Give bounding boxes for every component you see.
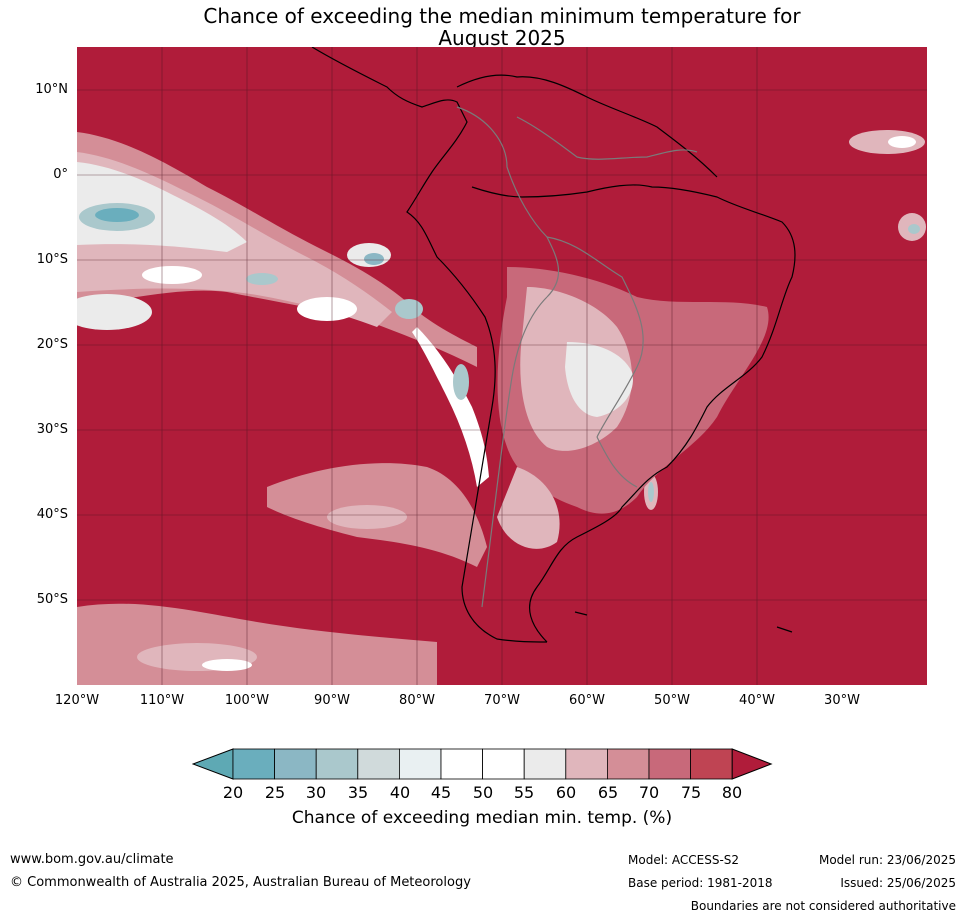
map-title: Chance of exceeding the median minimum t… <box>77 5 927 49</box>
base-period-text: Base period: 1981-2018 <box>628 876 773 890</box>
colorbar-segment <box>690 748 733 780</box>
colorbar-segment <box>606 748 650 780</box>
lon-label-70w: 70°W <box>484 693 520 708</box>
colorbar-segment <box>648 748 691 780</box>
lat-label-10s: 10°S <box>36 252 68 267</box>
colorbar-tick-55: 55 <box>513 783 535 802</box>
coastline <box>311 47 796 643</box>
country-borders <box>456 106 698 608</box>
colorbar-segment <box>565 748 608 780</box>
website-link[interactable]: www.bom.gov.au/climate <box>10 852 174 867</box>
disclaimer-text: Boundaries are not considered authoritat… <box>690 899 956 913</box>
lat-label-30s: 30°S <box>36 422 68 437</box>
chile-coast-low-band <box>412 327 489 487</box>
colorbar-extend-low <box>192 748 234 780</box>
colorbar-segment <box>232 748 275 780</box>
colorbar-tick-60: 60 <box>555 783 577 802</box>
lon-label-40w: 40°W <box>739 693 775 708</box>
lon-label-110w: 110°W <box>139 693 185 708</box>
lat-label-0: 0° <box>53 167 68 182</box>
colorbar-tick-30: 30 <box>305 783 327 802</box>
copyright-text: © Commonwealth of Australia 2025, Austra… <box>10 875 471 890</box>
colorbar-tick-75: 75 <box>680 783 702 802</box>
colorbar-segment <box>315 748 359 780</box>
colorbar-tick-45: 45 <box>430 783 452 802</box>
graticule <box>77 47 927 685</box>
colorbar-tick-65: 65 <box>597 783 619 802</box>
lat-label-20s: 20°S <box>36 337 68 352</box>
lat-label-10n: 10°N <box>35 82 68 97</box>
lat-label-50s: 50°S <box>36 592 68 607</box>
colorbar-tick-50: 50 <box>472 783 494 802</box>
colorbar-title: Chance of exceeding median min. temp. (%… <box>291 808 673 828</box>
colorbar-segment <box>482 748 525 780</box>
colorbar-tick-70: 70 <box>638 783 660 802</box>
lon-label-60w: 60°W <box>569 693 605 708</box>
colorbar-tick-20: 20 <box>222 783 244 802</box>
colorbar-extend-high <box>731 748 773 780</box>
colorbar-tick-40: 40 <box>389 783 411 802</box>
model-text: Model: ACCESS-S2 <box>628 853 740 867</box>
colorbar-segment <box>440 748 483 780</box>
lon-label-100w: 100°W <box>224 693 270 708</box>
colorbar-segment <box>357 748 400 780</box>
lon-label-30w: 30°W <box>824 693 860 708</box>
colorbar-segment <box>274 748 317 780</box>
colorbar-tick-35: 35 <box>347 783 369 802</box>
atlantic-blob-north <box>849 130 925 154</box>
lon-label-80w: 80°W <box>399 693 435 708</box>
colorbar-segment <box>523 748 567 780</box>
issued-text: Issued: 25/06/2025 <box>840 876 956 890</box>
map-title-line1: Chance of exceeding the median minimum t… <box>203 4 801 28</box>
lat-label-40s: 40°S <box>36 507 68 522</box>
lon-label-120w: 120°W <box>54 693 100 708</box>
lon-label-50w: 50°W <box>654 693 690 708</box>
lon-label-90w: 90°W <box>314 693 350 708</box>
colorbar-tick-25: 25 <box>264 783 286 802</box>
map-title-line2: August 2025 <box>438 26 566 50</box>
colorbar <box>192 748 773 780</box>
colorbar-tick-80: 80 <box>721 783 743 802</box>
colorbar-segment <box>398 748 442 780</box>
model-run-text: Model run: 23/06/2025 <box>818 853 956 867</box>
probability-map <box>77 47 927 685</box>
